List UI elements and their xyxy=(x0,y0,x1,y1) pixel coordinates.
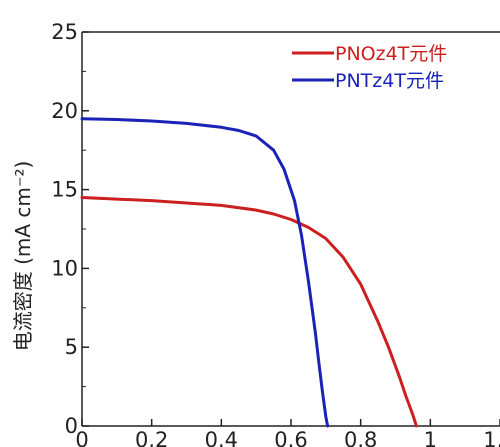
x-tick-label: 0.4 xyxy=(205,428,238,447)
y-axis-label: 电流密度 (mA cm⁻²) xyxy=(11,161,35,352)
series-line-1 xyxy=(80,196,418,428)
x-tick-label: 0.2 xyxy=(135,428,168,447)
y-tick-label: 5 xyxy=(65,335,78,359)
x-tick-label: 1 xyxy=(424,428,437,447)
y-tick-label: 10 xyxy=(51,256,78,280)
x-tick-label: 1.2 xyxy=(483,428,500,447)
y-tick-label: 15 xyxy=(51,178,78,202)
series-line-2 xyxy=(80,117,330,428)
series-layer xyxy=(80,117,418,428)
x-tick-label: 0 xyxy=(75,428,88,447)
x-tick-label: 0.6 xyxy=(274,428,307,447)
axis-layer: 0 5 10 15 20 25 0 0.2 0.4 0.6 0.8 1 1.2 xyxy=(51,20,500,447)
y-tick-label: 20 xyxy=(51,99,78,123)
legend-label-1: PNOz4T元件 xyxy=(335,43,447,65)
legend-label-2: PNTz4T元件 xyxy=(335,70,444,92)
x-tick-label: 0.8 xyxy=(344,428,377,447)
legend: PNOz4T元件 PNTz4T元件 xyxy=(292,43,447,92)
y-tick-label: 25 xyxy=(51,20,78,44)
y-tick-label: 0 xyxy=(65,414,78,438)
